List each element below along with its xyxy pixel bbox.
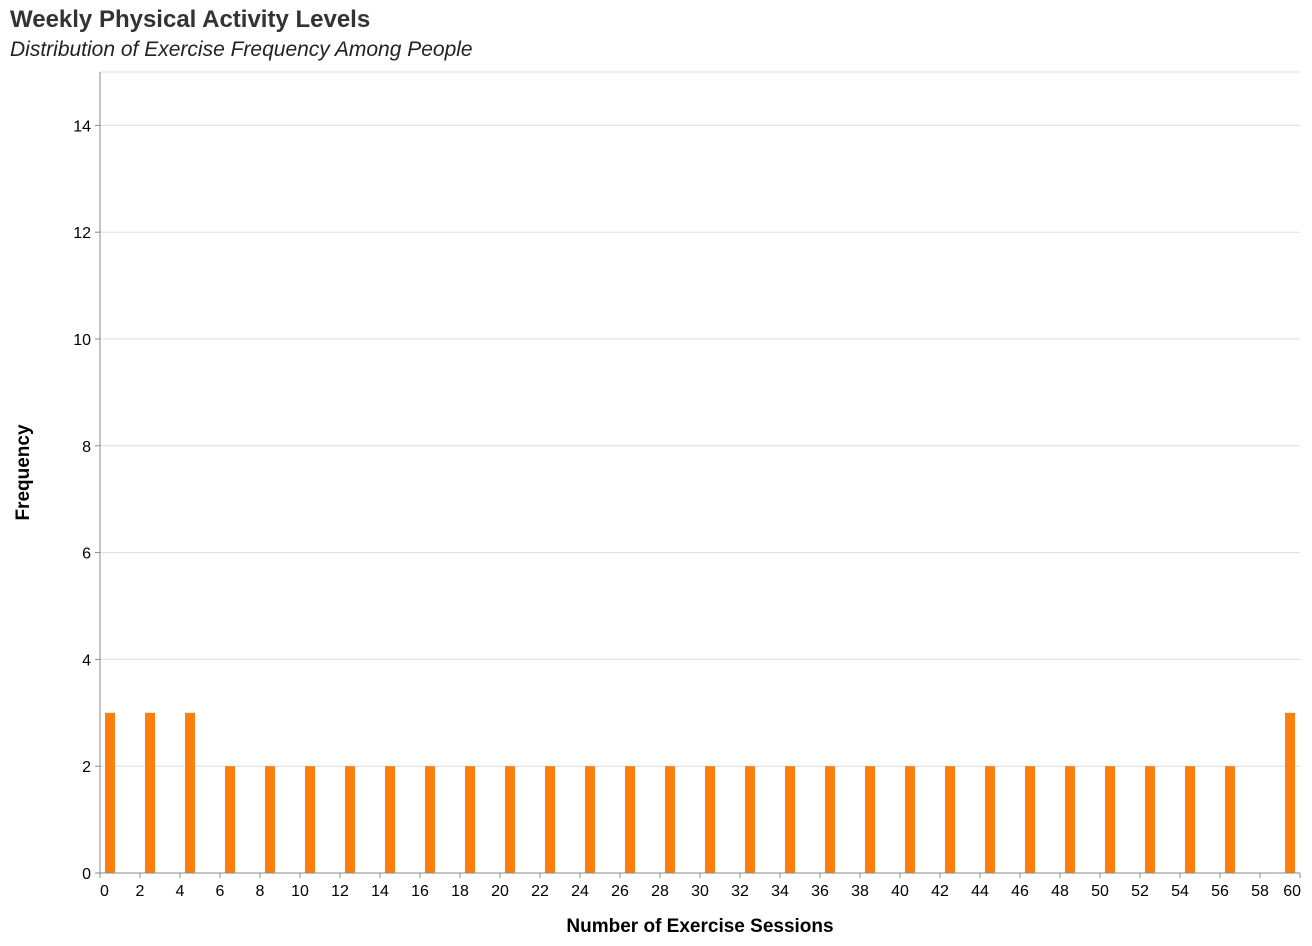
y-tick-label: 0 (82, 866, 91, 883)
histogram-bar (1105, 766, 1115, 873)
grid-lines (100, 71, 1300, 874)
histogram-bar (745, 766, 755, 873)
x-tick-label: 2 (136, 883, 145, 900)
x-tick-label: 22 (531, 883, 549, 900)
histogram-bar (905, 766, 915, 873)
histogram-bar (225, 766, 235, 873)
histogram-bar (505, 766, 515, 873)
chart-subtitle: Distribution of Exercise Frequency Among… (10, 38, 473, 61)
histogram-bar (465, 766, 475, 873)
histogram-bar (1185, 766, 1195, 873)
x-tick-label: 8 (256, 883, 265, 900)
x-tick-label: 26 (611, 883, 629, 900)
histogram-bar (305, 766, 315, 873)
x-tick-label: 60 (1283, 883, 1301, 900)
x-tick-label: 12 (331, 883, 349, 900)
y-axis-title: Frequency (13, 424, 34, 521)
y-tick-label: 2 (82, 759, 91, 776)
x-tick-label: 56 (1211, 883, 1229, 900)
histogram-bar (985, 766, 995, 873)
x-tick-label: 34 (771, 883, 789, 900)
x-axis-title: Number of Exercise Sessions (566, 916, 833, 937)
x-tick-label: 30 (691, 883, 709, 900)
histogram-bar (1285, 712, 1295, 873)
x-tick-label: 14 (371, 883, 389, 900)
x-tick-label: 32 (731, 883, 749, 900)
histogram-bar (1025, 766, 1035, 873)
histogram-bar (825, 766, 835, 873)
histogram-bar (665, 766, 675, 873)
histogram-bar (425, 766, 435, 873)
x-tick-label: 20 (491, 883, 509, 900)
x-tick-label: 10 (291, 883, 309, 900)
histogram-bar (865, 766, 875, 873)
x-tick-label: 52 (1131, 883, 1149, 900)
x-tick-label: 18 (451, 883, 469, 900)
x-tick-label: 44 (971, 883, 989, 900)
histogram-bar (1225, 766, 1235, 873)
histogram-bar (1145, 766, 1155, 873)
histogram-bar (945, 766, 955, 873)
x-tick-label: 36 (811, 883, 829, 900)
histogram-bar (185, 712, 195, 873)
x-tick-label: 42 (931, 883, 949, 900)
histogram-bar (345, 766, 355, 873)
x-tick-label: 28 (651, 883, 669, 900)
x-tick-label: 0 (100, 883, 109, 900)
histogram-bar (545, 766, 555, 873)
x-tick-label: 48 (1051, 883, 1069, 900)
y-tick-label: 8 (82, 439, 91, 456)
histogram-bar (625, 766, 635, 873)
y-tick-label: 12 (73, 225, 91, 242)
histogram-bar (785, 766, 795, 873)
histogram-bar (105, 712, 115, 873)
y-tick-label: 10 (73, 332, 91, 349)
histogram-bar (585, 766, 595, 873)
histogram-bar (145, 712, 155, 873)
x-tick-label: 6 (216, 883, 225, 900)
histogram-bar (1065, 766, 1075, 873)
y-tick-label: 4 (82, 652, 91, 669)
x-tick-label: 50 (1091, 883, 1109, 900)
x-tick-label: 24 (571, 883, 589, 900)
chart-title: Weekly Physical Activity Levels (10, 6, 371, 33)
x-tick-label: 38 (851, 883, 869, 900)
histogram-bar (705, 766, 715, 873)
histogram-bar (385, 766, 395, 873)
x-tick-label: 40 (891, 883, 909, 900)
x-tick-label: 16 (411, 883, 429, 900)
x-tick-label: 4 (176, 883, 185, 900)
x-tick-label: 58 (1251, 883, 1269, 900)
bars (105, 712, 1295, 873)
x-tick-label: 54 (1171, 883, 1189, 900)
x-tick-label: 46 (1011, 883, 1029, 900)
y-tick-label: 6 (82, 546, 91, 563)
y-tick-label: 14 (73, 118, 91, 135)
histogram-bar (265, 766, 275, 873)
